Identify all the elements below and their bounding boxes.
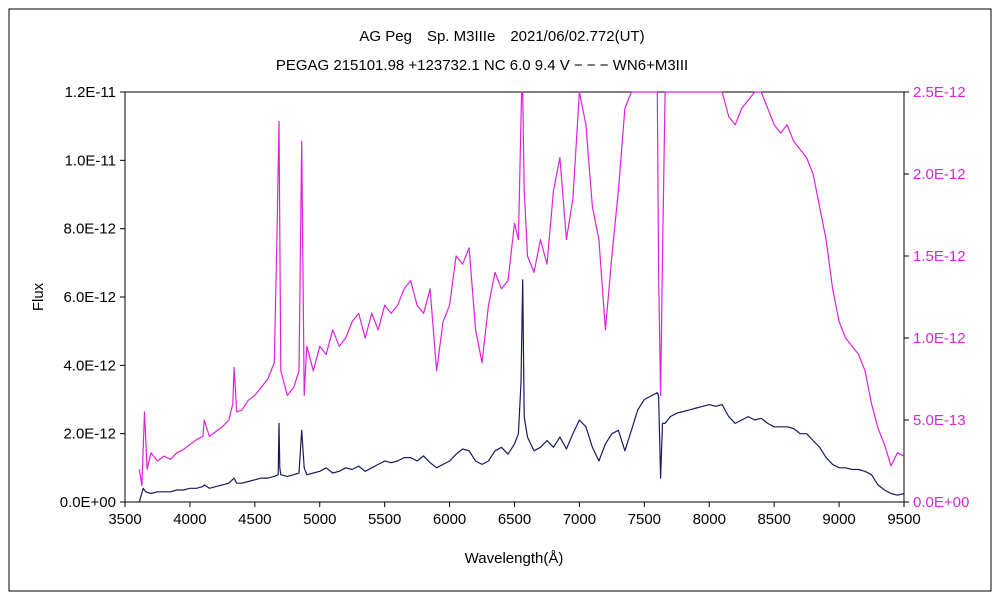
- y-tick-label: 8.0E-12: [63, 221, 116, 238]
- y-tick-label: 1.0E-11: [65, 152, 116, 169]
- x-tick-label: 3500: [108, 511, 141, 528]
- x-tick-label: 4000: [173, 511, 206, 528]
- series-layer: [138, 91, 905, 503]
- x-tick-label: 9000: [822, 511, 855, 528]
- x-tick-label: 4500: [238, 511, 271, 528]
- x-tick-label: 6000: [433, 511, 466, 528]
- x-axis-label: Wavelength(Å): [465, 550, 564, 567]
- y-tick-label: 4.0E-12: [63, 357, 116, 374]
- y-tick-label: 6.0E-12: [63, 289, 116, 306]
- x-tick-label: 6500: [498, 511, 531, 528]
- chart-title: AG Peg Sp. M3IIIe 2021/06/02.772(UT): [359, 28, 644, 45]
- x-tick-label: 7000: [563, 511, 596, 528]
- y-axis-label: Flux: [30, 282, 47, 311]
- plot-area: [124, 91, 905, 503]
- x-tick-label: 5000: [303, 511, 336, 528]
- y2-tick-label: 1.0E-12: [913, 330, 966, 347]
- x-tick-label: 8000: [693, 511, 726, 528]
- axis-layer: 3500 4000 4500 5000 5500 6000 6500 7000 7500 8000…: [60, 84, 970, 528]
- series-line-navy: [138, 279, 905, 503]
- y2-tick-label: 2.0E-12: [913, 166, 966, 183]
- series-line-magenta: [138, 91, 905, 487]
- y2-tick-label: 1.5E-12: [913, 248, 966, 265]
- y2-tick-label: 2.5E-12: [913, 84, 966, 101]
- y2-tick-label: 5.0E-13: [913, 412, 966, 429]
- x-tick-label: 7500: [628, 511, 661, 528]
- x-tick-label: 9500: [887, 511, 920, 528]
- y2-tick-label: 0.0E+00: [913, 494, 969, 511]
- y-tick-label: 1.2E-11: [65, 84, 116, 101]
- x-tick-label: 5500: [368, 511, 401, 528]
- plot-frame: [124, 91, 905, 503]
- y-tick-label: 2.0E-12: [63, 426, 116, 443]
- chart-subtitle: PEGAG 215101.98 +123732.1 NC 6.0 9.4 V −…: [276, 57, 688, 74]
- x-tick-label: 8500: [757, 511, 790, 528]
- y-tick-label: 0.0E+00: [60, 494, 116, 511]
